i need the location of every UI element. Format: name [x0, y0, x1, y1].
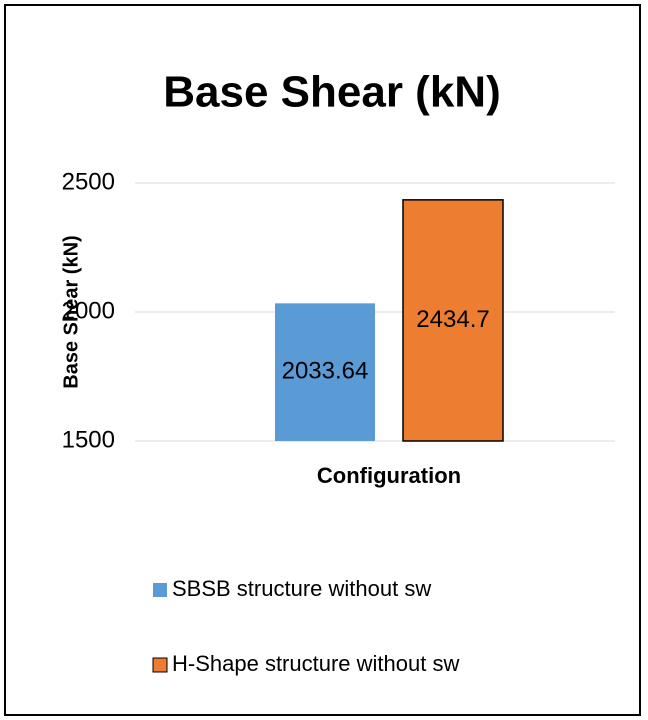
data-label: 2033.64 [282, 358, 369, 385]
bar [402, 199, 504, 442]
legend-swatch [152, 657, 168, 673]
data-label: 2434.7 [416, 306, 489, 333]
bar [275, 303, 375, 441]
y-tick-label: 2500 [62, 168, 115, 195]
y-tick-label: 1500 [62, 426, 115, 453]
chart-title: Base Shear (kN) [163, 68, 500, 117]
x-tick-label: Configuration [317, 463, 461, 488]
y-axis-label: Base Shear (kN) [60, 235, 82, 388]
y-tick-label: 2000 [62, 297, 115, 324]
legend-swatch [153, 583, 167, 597]
legend-label: H-Shape structure without sw [172, 651, 459, 676]
legend-label: SBSB structure without sw [172, 576, 431, 601]
